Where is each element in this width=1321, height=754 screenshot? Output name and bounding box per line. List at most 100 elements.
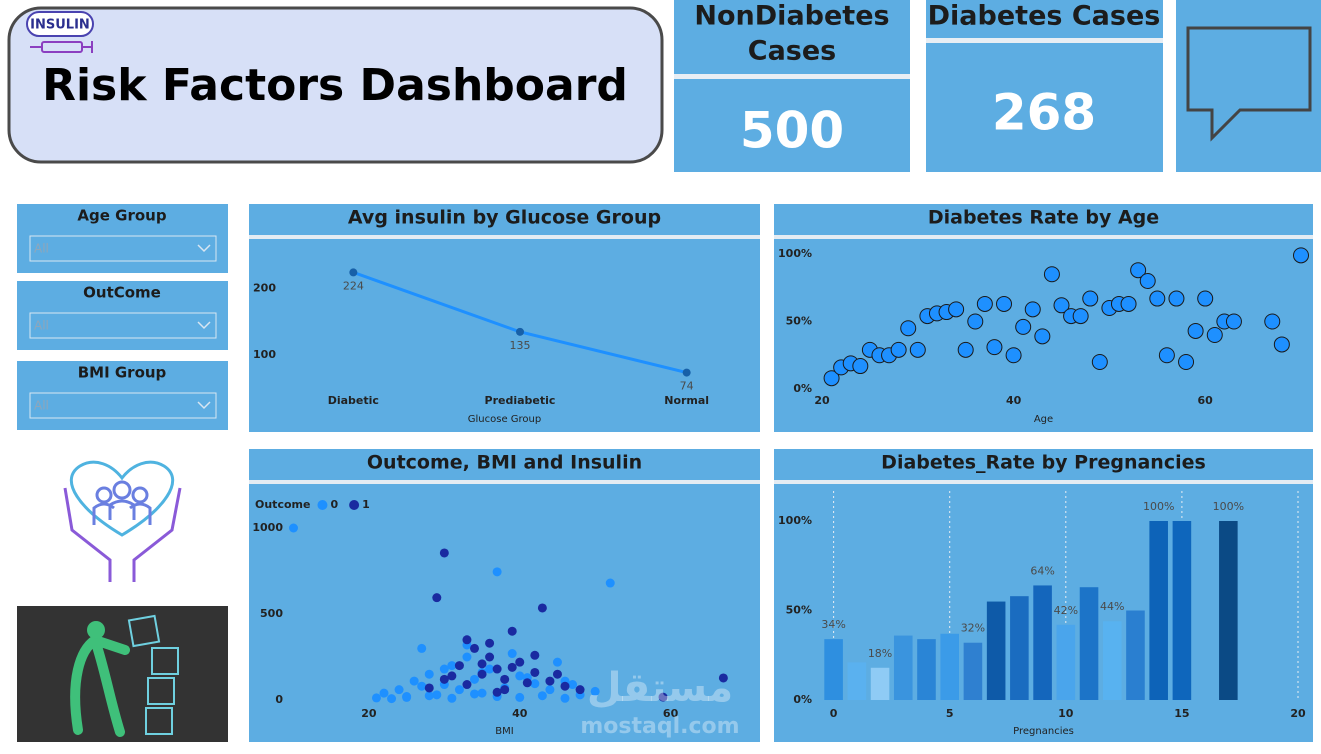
data-label: 44% (1100, 600, 1124, 613)
legend-label: 0 (330, 498, 338, 511)
chart-title: Outcome, BMI and Insulin (367, 452, 642, 474)
scatter-point (1264, 313, 1281, 330)
scatter-point (1225, 313, 1242, 330)
data-label: 18% (868, 647, 892, 660)
scatter-point (530, 679, 540, 689)
scatter-point (1178, 354, 1195, 370)
scatter-point (424, 683, 434, 693)
chart-title: Diabetes Rate by Age (928, 207, 1159, 229)
bar (1056, 624, 1076, 700)
scatter-point (1206, 327, 1223, 343)
scatter-point (1293, 247, 1309, 264)
scatter-point (485, 664, 495, 674)
legend-swatch (317, 500, 328, 510)
scatter-point (560, 681, 570, 691)
x-tick-label: 5 (946, 707, 954, 720)
scatter-point (1158, 347, 1175, 364)
scatter-point (462, 635, 472, 645)
bar (1010, 596, 1029, 700)
line-marker (682, 368, 691, 377)
dropdown[interactable] (29, 312, 217, 339)
bar (986, 601, 1006, 700)
image-card (17, 458, 228, 592)
scatter-point (409, 676, 419, 686)
scatter-point (1082, 290, 1099, 307)
scatter-point (545, 685, 555, 695)
scatter-point (492, 687, 502, 697)
scatter-point (718, 673, 728, 683)
scatter-point (394, 685, 404, 695)
chart-title: Diabetes_Rate by Pregnancies (881, 452, 1206, 474)
scatter-point (432, 593, 442, 603)
scatter-point (900, 320, 917, 337)
scatter-point (462, 652, 472, 662)
title-divider (774, 235, 1313, 239)
bar (870, 667, 890, 700)
scatter-point (560, 693, 570, 703)
chevron (197, 244, 211, 253)
scatter-point (387, 694, 397, 704)
dropdown-value: All (34, 399, 49, 413)
care-icon (63, 460, 182, 582)
legend-title: Outcome (255, 498, 310, 511)
syringe-icon (30, 41, 93, 53)
image-card (17, 606, 228, 742)
title-divider (249, 235, 760, 239)
x-tick-label: 0 (830, 707, 838, 720)
bar (1033, 585, 1052, 700)
scatter-point (658, 692, 668, 702)
scatter-point (537, 691, 547, 701)
chevron (197, 321, 211, 330)
scatter-point (402, 692, 412, 702)
x-tick-label: 20 (1290, 707, 1306, 720)
scatter-point (1273, 336, 1290, 353)
scatter-point (590, 686, 600, 696)
scatter-point (1005, 347, 1022, 364)
bar (963, 642, 983, 700)
kpi-card (926, 0, 1163, 172)
y-tick-label: 0 (275, 693, 283, 706)
kpi-value: 500 (740, 102, 844, 160)
dashboard-title: Risk Factors Dashboard (42, 60, 628, 111)
scatter-point (289, 523, 298, 533)
dropdown[interactable] (29, 235, 217, 262)
scatter-point (948, 301, 965, 318)
scatter-point (507, 626, 517, 636)
scatter-point (1015, 318, 1032, 335)
kpi-title: Diabetes Cases (928, 1, 1161, 32)
watermark: مستقل (587, 665, 733, 711)
scatter-point (515, 657, 525, 667)
scatter-point (417, 681, 427, 691)
kpi-title: NonDiabetes (694, 1, 889, 32)
scatter-point (1187, 322, 1204, 339)
scatter-point (986, 339, 1003, 356)
scatter-point (462, 680, 472, 690)
scatter-point (485, 638, 495, 648)
legend-label: 1 (362, 498, 370, 511)
scatter-point (454, 661, 464, 671)
x-axis-label: Age (1034, 414, 1053, 425)
scatter-point (1197, 290, 1214, 307)
chevron (197, 401, 211, 410)
scatter-point (909, 341, 926, 358)
dropdown[interactable] (29, 392, 217, 419)
scatter-point (545, 676, 555, 686)
scatter-point (1120, 295, 1137, 312)
speech-bubble-icon (1186, 26, 1312, 142)
scatter-point (1149, 290, 1166, 307)
y-tick-label: 0% (793, 382, 812, 395)
scatter-point (477, 669, 487, 679)
comment-card (1176, 0, 1321, 172)
x-tick-label: 60 (663, 707, 679, 720)
line-marker (349, 268, 358, 277)
scatter-point (568, 680, 578, 690)
scatter-point (447, 693, 457, 703)
scatter-point (379, 688, 389, 698)
bar (917, 639, 936, 700)
y-tick-label: 1000 (252, 521, 283, 534)
scatter-point (500, 685, 510, 695)
x-axis-label: Glucose Group (468, 414, 541, 425)
scatter-point (852, 358, 869, 375)
